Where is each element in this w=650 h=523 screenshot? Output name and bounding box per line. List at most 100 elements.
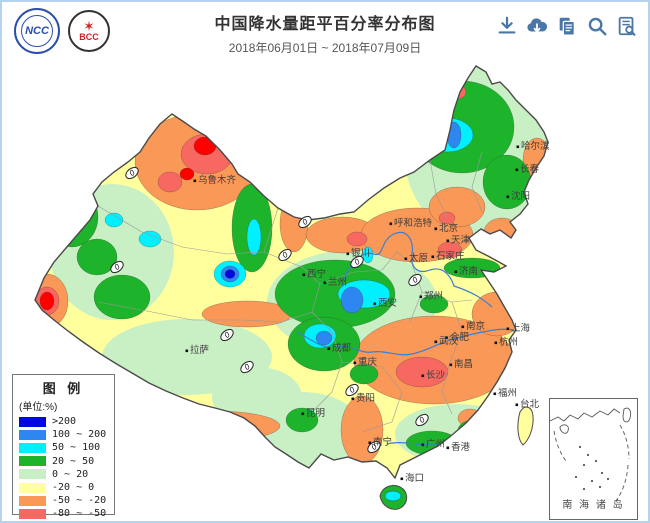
legend-item: -50 ~ -20 <box>19 494 108 507</box>
cloud-download-icon[interactable] <box>525 14 548 37</box>
city-label: 上海 <box>511 322 531 334</box>
legend-label: 0 ~ 20 <box>52 468 89 480</box>
city-label: 南宁 <box>373 436 392 448</box>
legend-swatch <box>19 469 46 480</box>
city-label: 重庆 <box>358 356 378 368</box>
legend-item: 0 ~ 20 <box>19 468 108 481</box>
taiwan-island <box>517 406 534 446</box>
city-marker: 乌鲁木齐 <box>193 174 237 186</box>
city-marker: 杭州 <box>494 336 518 348</box>
legend-swatch <box>19 508 46 519</box>
city-label: 天津 <box>451 235 471 246</box>
zero-contour-marker: 0 <box>278 248 292 262</box>
legend: 图 例 (单位:%) >200 100 ~ 200 50 ~ 100 20 ~ 50 0… <box>12 374 115 519</box>
city-label: 沈阳 <box>511 190 530 202</box>
city-label: 兰州 <box>328 276 347 288</box>
legend-item: 20 ~ 50 <box>19 455 108 468</box>
copy-icon[interactable] <box>555 14 578 37</box>
legend-item: 100 ~ 200 <box>19 428 108 441</box>
city-marker: 济南 <box>454 265 478 277</box>
city-marker: 上海 <box>506 322 531 334</box>
legend-swatch <box>19 429 46 440</box>
zero-contour-marker: 0 <box>125 166 139 180</box>
city-marker: 福州 <box>493 387 517 399</box>
zero-contour-marker: 0 <box>240 360 254 374</box>
zero-contour-marker: 0 <box>220 328 234 342</box>
legend-label: -50 ~ -20 <box>52 495 107 507</box>
zero-contour-marker: 0 <box>367 440 381 454</box>
city-marker: 沈阳 <box>506 190 530 202</box>
city-marker: 兰州 <box>323 276 347 288</box>
city-marker: 成都 <box>327 342 352 354</box>
city-marker: 海口 <box>400 472 424 484</box>
legend-swatch <box>19 442 46 453</box>
svg-text:0: 0 <box>370 442 379 452</box>
zero-contour-labels: 0 0 0 0 0 0 0 0 0 0 0 <box>110 166 429 454</box>
city-label: 北京 <box>439 222 458 234</box>
legend-swatch <box>19 495 46 506</box>
city-marker: 郑州 <box>419 290 443 302</box>
svg-text:0: 0 <box>223 330 232 340</box>
city-marker: 武汉 <box>434 335 459 347</box>
city-marker: 银川 <box>346 247 370 259</box>
legend-item: -80 ~ -50 <box>19 507 108 520</box>
bcc-logo-icon: ✶ BCC <box>68 10 110 52</box>
legend-label: 100 ~ 200 <box>52 429 107 441</box>
city-label: 乌鲁木齐 <box>198 174 237 186</box>
svg-text:0: 0 <box>353 257 362 267</box>
doc-preview-icon[interactable] <box>615 14 638 37</box>
city-marker: 南宁 <box>368 436 392 448</box>
svg-text:0: 0 <box>411 275 420 285</box>
south-china-sea-inset: 南 海 诸 岛 <box>549 398 638 520</box>
city-label: 香港 <box>451 441 471 453</box>
city-label: 贵阳 <box>356 392 375 404</box>
zero-contour-marker: 0 <box>415 413 429 427</box>
city-marker: 拉萨 <box>185 344 210 356</box>
city-label: 西安 <box>378 297 397 309</box>
city-label: 杭州 <box>499 336 518 348</box>
city-label: 呼和浩特 <box>394 217 433 229</box>
legend-unit: (单位:%) <box>19 402 58 413</box>
zero-contour-marker: 0 <box>345 383 359 397</box>
city-marker: 长春 <box>515 163 540 175</box>
legend-item: 50 ~ 100 <box>19 441 108 454</box>
china-outline <box>34 65 549 480</box>
city-marker: 太原 <box>404 252 428 264</box>
rivers <box>296 231 515 446</box>
city-label: 长沙 <box>426 369 446 381</box>
bcc-logo-text: BCC <box>79 32 99 42</box>
city-marker: 西宁 <box>302 268 326 280</box>
svg-text:0: 0 <box>128 168 137 178</box>
city-marker: 合肥 <box>445 331 470 343</box>
ncc-logo-text: NCC <box>25 25 49 37</box>
svg-text:0: 0 <box>243 362 252 372</box>
zero-contour-marker: 0 <box>408 273 422 287</box>
city-marker: 昆明 <box>301 408 325 419</box>
svg-text:0: 0 <box>418 415 427 425</box>
legend-label: -20 ~ 0 <box>52 482 95 494</box>
svg-text:0: 0 <box>348 385 357 395</box>
city-marker: 哈尔滨 <box>516 140 550 152</box>
zoom-icon[interactable] <box>585 14 608 37</box>
legend-title: 图 例 <box>42 381 85 396</box>
city-label: 昆明 <box>306 408 325 419</box>
city-marker: 台北 <box>515 398 540 410</box>
province-borders <box>97 151 483 433</box>
city-marker: 贵阳 <box>351 392 375 404</box>
city-marker: 长沙 <box>421 369 446 381</box>
legend-item: >200 <box>19 415 108 428</box>
svg-text:0: 0 <box>113 262 122 272</box>
city-label: 银川 <box>351 247 370 259</box>
city-label: 哈尔滨 <box>521 140 550 152</box>
zero-contour-marker: 0 <box>350 255 364 269</box>
legend-swatch <box>19 482 46 493</box>
legend-label: >200 <box>52 416 77 428</box>
city-label: 广州 <box>426 438 445 450</box>
download-icon[interactable] <box>495 14 518 37</box>
city-label: 长春 <box>520 163 540 175</box>
city-label: 西宁 <box>307 268 326 280</box>
legend-label: 50 ~ 100 <box>52 442 101 454</box>
city-marker: 石家庄 <box>431 250 465 262</box>
city-marker: 南昌 <box>449 358 473 370</box>
